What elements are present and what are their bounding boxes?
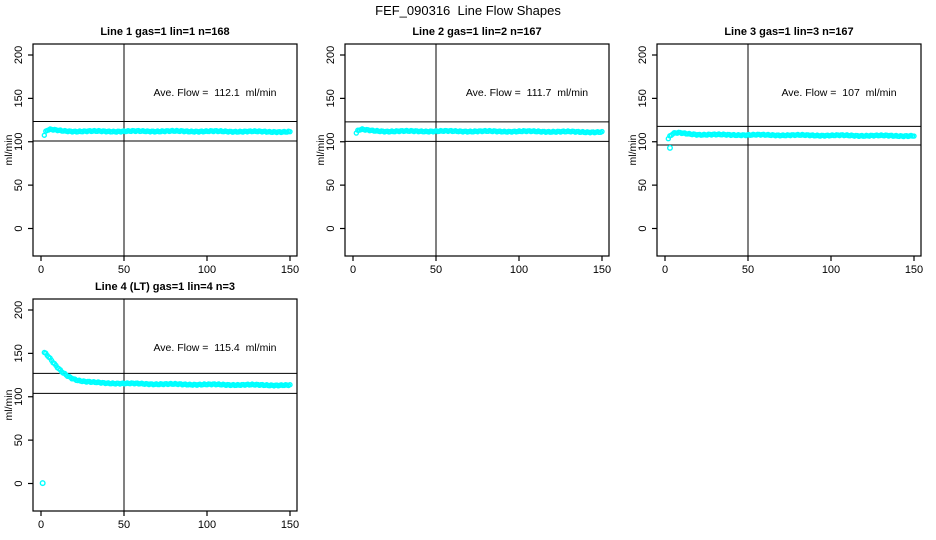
y-tick-label: 0: [13, 225, 25, 231]
y-axis-label: ml/min: [3, 389, 15, 420]
x-tick-label: 0: [662, 264, 668, 276]
x-tick-label: 100: [198, 519, 216, 531]
x-tick-label: 100: [510, 264, 528, 276]
x-tick-label: 50: [742, 264, 754, 276]
x-tick-label: 50: [430, 264, 442, 276]
x-tick-label: 0: [38, 264, 44, 276]
plot-canvas-line-2: 0 50 100 150 0 50 100 150 200 ml/min: [315, 43, 611, 276]
y-tick-label: 100: [325, 133, 337, 151]
x-tick-label: 150: [281, 519, 299, 531]
y-tick-label: 50: [13, 434, 25, 446]
x-tick-label: 150: [905, 264, 923, 276]
y-axis-label: ml/min: [3, 134, 15, 165]
data-point: [41, 132, 48, 138]
y-tick-label: 50: [637, 179, 649, 191]
x-tick-label: 150: [281, 264, 299, 276]
y-tick-label: 150: [13, 344, 25, 362]
y-tick-label: 0: [637, 225, 649, 231]
y-tick-label: 200: [637, 46, 649, 64]
subplot-title: Line 3 gas=1 lin=3 n=167: [724, 26, 854, 38]
y-axis-label: ml/min: [627, 134, 639, 165]
y-tick-label: 0: [13, 480, 25, 486]
data-point: [287, 382, 293, 388]
x-tick-label: 50: [118, 519, 130, 531]
y-tick-label: 200: [325, 46, 337, 64]
y-tick-label: 50: [325, 179, 337, 191]
y-tick-label: 150: [637, 89, 649, 107]
plot-box: [32, 298, 298, 512]
y-tick-label: 200: [13, 301, 25, 319]
data-point: [599, 128, 605, 135]
subplot-title: Line 1 gas=1 lin=1 n=168: [100, 26, 230, 38]
data-point: [287, 128, 293, 135]
plot-canvas-line-3: 0 50 100 150 0 50 100 150 200 ml/min: [627, 43, 923, 276]
subplot-title: Line 2 gas=1 lin=2 n=167: [412, 26, 542, 38]
plot-canvas-line-4: 0 50 100 150 0 50 100 150 200 ml/min: [3, 298, 299, 531]
x-tick-label: 50: [118, 264, 130, 276]
subplot-title: Line 4 (LT) gas=1 lin=4 n=3: [94, 281, 236, 293]
x-tick-label: 100: [822, 264, 840, 276]
y-tick-label: 50: [13, 179, 25, 191]
ave-flow-annotation: Ave. Flow = 107 ml/min: [781, 87, 897, 99]
main-title: FEF_090316 Line Flow Shapes: [375, 3, 561, 18]
y-axis-label: ml/min: [315, 134, 327, 165]
y-tick-label: 200: [13, 46, 25, 64]
y-tick-label: 100: [637, 133, 649, 151]
plot-box: [344, 43, 610, 257]
plot-box: [656, 43, 922, 257]
x-tick-label: 0: [350, 264, 356, 276]
plot-box: [32, 43, 298, 257]
x-tick-label: 150: [593, 264, 611, 276]
subplot-line-2: 0 50 100 150 0 50 100 150 200 ml/min Line 2 gas=1…: [312, 25, 624, 280]
y-tick-label: 100: [13, 133, 25, 151]
y-tick-label: 0: [325, 225, 337, 231]
y-tick-label: 150: [325, 89, 337, 107]
ave-flow-annotation: Ave. Flow = 115.4 ml/min: [153, 342, 277, 354]
subplot-line-1: 0 50 100 150 0 50 100 150 200 ml/min Line 1 gas=1…: [0, 25, 312, 280]
outlier-point: [39, 480, 46, 487]
ave-flow-annotation: Ave. Flow = 111.7 ml/min: [465, 87, 589, 99]
data-point: [911, 133, 917, 139]
x-tick-label: 100: [198, 264, 216, 276]
y-tick-label: 150: [13, 89, 25, 107]
y-tick-label: 100: [13, 388, 25, 406]
plot-canvas-line-1: 0 50 100 150 0 50 100 150 200 ml/min: [3, 43, 299, 276]
x-tick-label: 0: [38, 519, 44, 531]
subplot-line-4: 0 50 100 150 0 50 100 150 200 ml/min Line 4 (LT) …: [0, 280, 312, 535]
outlier-point: [666, 144, 673, 151]
ave-flow-annotation: Ave. Flow = 112.1 ml/min: [153, 87, 277, 99]
subplot-line-3: 0 50 100 150 0 50 100 150 200 ml/min Line 3 gas=1…: [624, 25, 936, 280]
